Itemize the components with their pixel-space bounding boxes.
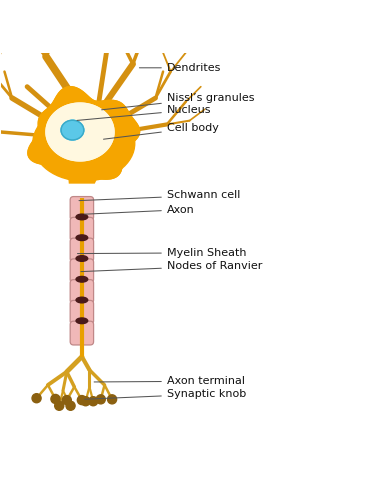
Polygon shape [46, 103, 114, 161]
Circle shape [77, 396, 86, 405]
Ellipse shape [76, 214, 88, 220]
Ellipse shape [33, 106, 135, 181]
Ellipse shape [76, 318, 88, 324]
Ellipse shape [61, 120, 84, 140]
Polygon shape [46, 103, 114, 161]
Circle shape [96, 395, 105, 404]
FancyBboxPatch shape [70, 300, 94, 324]
FancyBboxPatch shape [70, 280, 94, 303]
Polygon shape [69, 173, 99, 183]
Circle shape [32, 394, 41, 403]
Text: Axon terminal: Axon terminal [94, 376, 245, 386]
Text: Myelin Sheath: Myelin Sheath [77, 248, 246, 258]
Ellipse shape [76, 297, 88, 303]
FancyBboxPatch shape [70, 238, 94, 262]
Text: Nucleus: Nucleus [77, 105, 211, 120]
Text: Synaptic knob: Synaptic knob [85, 389, 246, 399]
Circle shape [81, 397, 90, 406]
Ellipse shape [76, 235, 88, 241]
Ellipse shape [61, 120, 84, 140]
Text: Schwann cell: Schwann cell [79, 190, 240, 200]
Ellipse shape [76, 276, 88, 282]
Text: Nodes of Ranvier: Nodes of Ranvier [81, 261, 262, 271]
Circle shape [55, 401, 64, 410]
FancyBboxPatch shape [70, 217, 94, 241]
Polygon shape [28, 87, 139, 179]
Text: Axon: Axon [85, 205, 194, 215]
Circle shape [89, 397, 98, 406]
Circle shape [108, 395, 117, 404]
Circle shape [62, 396, 71, 405]
FancyBboxPatch shape [70, 321, 94, 345]
Circle shape [51, 395, 60, 403]
FancyBboxPatch shape [70, 259, 94, 283]
Text: Nissl’s granules: Nissl’s granules [102, 93, 254, 110]
Text: Dendrites: Dendrites [139, 63, 221, 73]
Text: Cell body: Cell body [103, 123, 219, 139]
Ellipse shape [76, 256, 88, 261]
Polygon shape [28, 87, 139, 179]
FancyBboxPatch shape [70, 197, 94, 220]
Circle shape [66, 401, 75, 410]
